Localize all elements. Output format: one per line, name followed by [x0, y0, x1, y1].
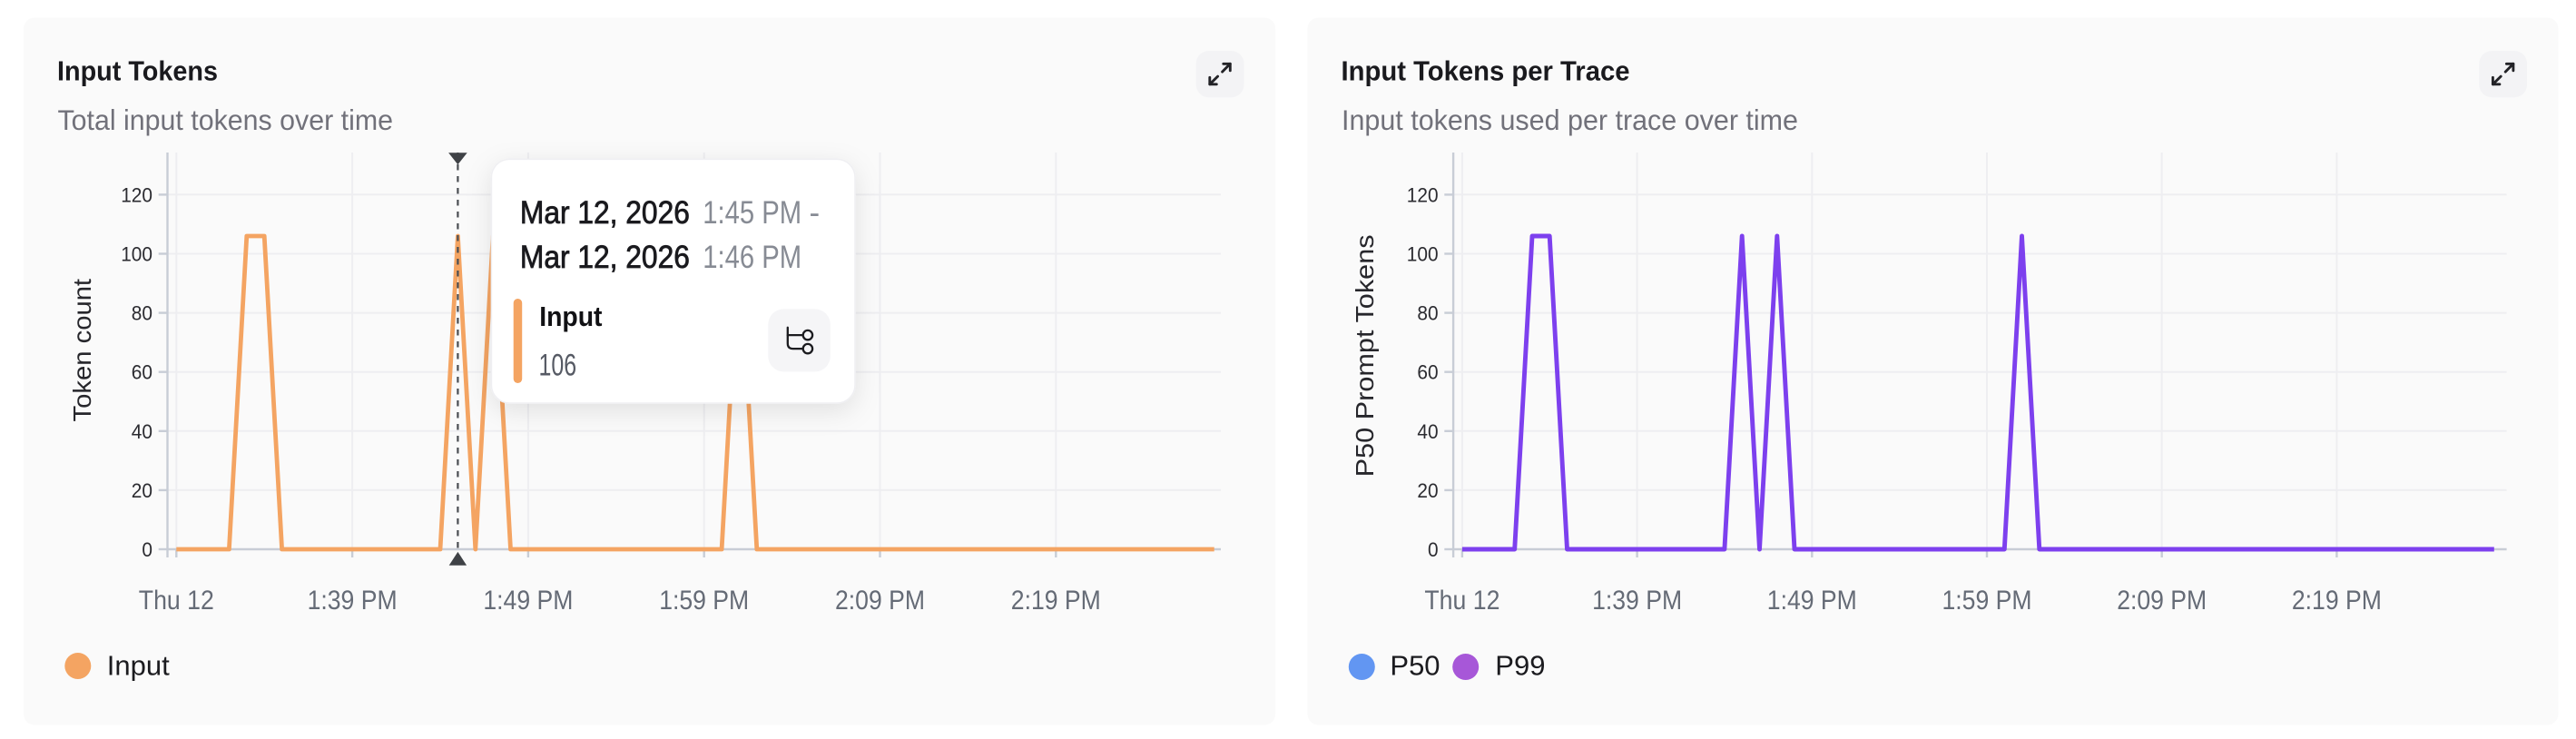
svg-text:1:59 PM: 1:59 PM	[1942, 586, 2032, 616]
svg-text:Thu 12: Thu 12	[1424, 586, 1499, 616]
svg-text:Thu 12: Thu 12	[139, 586, 214, 616]
svg-text:Input tokens used per trace ov: Input tokens used per trace over time	[1342, 103, 1798, 136]
svg-text:1:39 PM: 1:39 PM	[1592, 586, 1682, 616]
svg-text:Input: Input	[107, 650, 170, 682]
svg-text:-: -	[810, 195, 821, 231]
svg-text:60: 60	[132, 361, 152, 384]
svg-text:Input: Input	[539, 301, 602, 332]
svg-text:Input Tokens: Input Tokens	[57, 54, 218, 86]
svg-text:Mar 12, 2026: Mar 12, 2026	[520, 195, 690, 231]
svg-text:0: 0	[142, 538, 152, 561]
svg-text:2:19 PM: 2:19 PM	[2292, 586, 2382, 616]
svg-text:20: 20	[1417, 479, 1438, 502]
svg-text:Total input tokens over time: Total input tokens over time	[58, 103, 394, 136]
svg-text:1:39 PM: 1:39 PM	[308, 586, 398, 616]
svg-text:Input Tokens per Trace: Input Tokens per Trace	[1342, 54, 1630, 86]
svg-text:0: 0	[1428, 538, 1439, 561]
svg-text:120: 120	[121, 183, 152, 206]
svg-text:1:49 PM: 1:49 PM	[483, 586, 573, 616]
svg-text:100: 100	[1407, 243, 1439, 266]
svg-text:Token count: Token count	[68, 279, 96, 422]
svg-text:40: 40	[132, 420, 152, 443]
svg-text:1:59 PM: 1:59 PM	[659, 586, 749, 616]
svg-text:2:09 PM: 2:09 PM	[835, 586, 925, 616]
svg-text:1:49 PM: 1:49 PM	[1767, 586, 1857, 616]
svg-text:2:19 PM: 2:19 PM	[1011, 586, 1101, 616]
svg-text:P50: P50	[1390, 650, 1440, 682]
svg-text:80: 80	[132, 302, 152, 325]
svg-text:Mar 12, 2026: Mar 12, 2026	[520, 240, 690, 275]
svg-text:80: 80	[1417, 302, 1438, 325]
svg-text:2:09 PM: 2:09 PM	[2117, 586, 2207, 616]
svg-text:60: 60	[1417, 361, 1438, 384]
svg-text:40: 40	[1417, 420, 1438, 443]
svg-text:106: 106	[539, 348, 577, 382]
svg-text:1:46 PM: 1:46 PM	[703, 240, 801, 275]
svg-text:120: 120	[1407, 183, 1439, 206]
svg-text:P50 Prompt Tokens: P50 Prompt Tokens	[1351, 234, 1379, 477]
svg-text:100: 100	[121, 243, 152, 266]
svg-text:20: 20	[132, 479, 152, 502]
svg-text:1:45 PM: 1:45 PM	[703, 195, 801, 231]
svg-text:P99: P99	[1495, 650, 1545, 682]
